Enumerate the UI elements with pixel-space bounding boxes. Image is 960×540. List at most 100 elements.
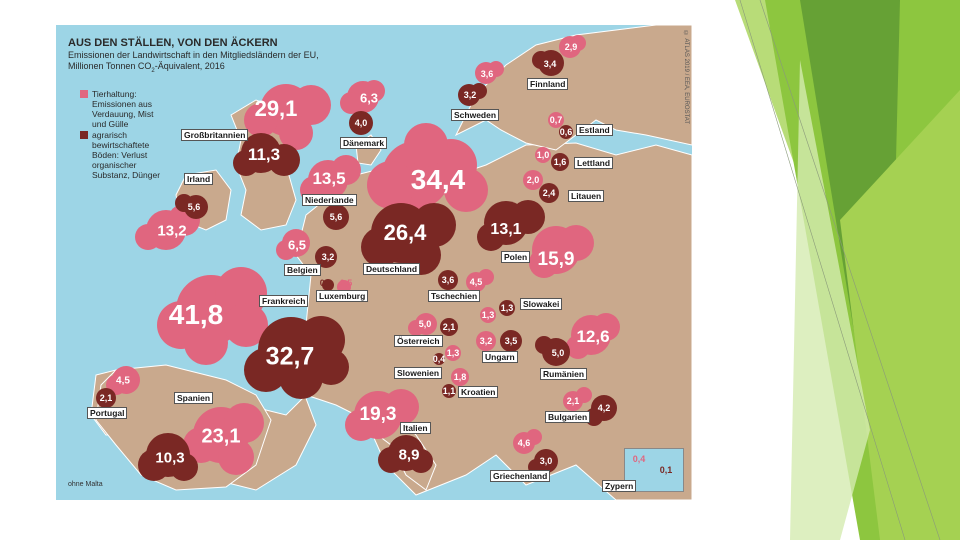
country-label-at: Österreich — [394, 335, 443, 347]
legend-label-soil: agrarisch bewirtschaftete Böden: Verlust… — [92, 130, 161, 180]
green-shape-pale — [790, 60, 870, 540]
value-livestock-gb: 29,1 — [254, 96, 298, 121]
legend-item-livestock: Tierhaltung: Emissionen aus Verdauung, M… — [80, 89, 168, 129]
country-label-lu: Luxemburg — [316, 290, 369, 302]
bubble-group-se — [458, 61, 504, 106]
bubble-group-de — [361, 123, 488, 275]
country-label-fi: Finnland — [527, 78, 569, 90]
value-soil-de: 26,4 — [383, 220, 427, 245]
bubble-group-pt — [96, 366, 140, 408]
value-livestock-lu: 0,5 — [339, 278, 353, 288]
value-soil-lu: 0,2 — [319, 278, 333, 288]
value-livestock-de: 34,4 — [410, 164, 466, 195]
value-soil-be: 3,2 — [321, 252, 335, 262]
bubble-group-cz — [438, 269, 494, 292]
value-livestock-lv: 1,0 — [536, 150, 550, 160]
value-soil-si: 0,4 — [432, 354, 446, 364]
value-livestock-fi: 2,9 — [564, 42, 578, 52]
subtitle-line-2: Millionen Tonnen CO — [68, 61, 152, 71]
value-soil-sk: 1,3 — [500, 303, 514, 313]
bubble-group-gb — [233, 84, 331, 176]
value-soil-cy: 0,1 — [659, 465, 673, 475]
country-label-cz: Tschechien — [428, 290, 481, 302]
country-label-gr: Griechenland — [490, 470, 551, 482]
bubble-group-it — [345, 389, 433, 473]
value-soil-fi: 3,4 — [543, 59, 557, 69]
value-soil-hu: 3,5 — [504, 336, 518, 346]
bubble-group-at — [408, 313, 458, 336]
bubble-group-ro — [535, 313, 620, 366]
value-livestock-hr: 1,8 — [453, 372, 467, 382]
value-livestock-pt: 4,5 — [116, 375, 130, 387]
value-livestock-cy: 0,4 — [632, 454, 646, 464]
bubble-group-lv — [535, 147, 569, 171]
value-livestock-at: 5,0 — [418, 319, 432, 329]
subtitle-line-1: Emissionen der Landwirtschaft in den Mit… — [68, 50, 319, 60]
country-label-gb: Großbritannien — [181, 129, 249, 141]
value-soil-at: 2,1 — [442, 322, 456, 332]
value-soil-pl: 13,1 — [490, 221, 522, 238]
value-livestock-ie: 13,2 — [157, 222, 187, 240]
value-soil-bg: 4,2 — [597, 403, 611, 413]
deco-line-2 — [759, 0, 941, 540]
subtitle-line-2-rest: -Äquivalent, 2016 — [154, 61, 225, 71]
value-soil-lv: 1,6 — [553, 157, 567, 167]
bubble-group-ie — [135, 194, 208, 250]
map-legend: Tierhaltung: Emissionen aus Verdauung, M… — [80, 89, 168, 181]
deco-line-1 — [739, 0, 906, 540]
country-label-es: Spanien — [174, 392, 214, 404]
bubble-group-hu — [476, 330, 522, 352]
country-label-nl: Niederlande — [302, 194, 357, 206]
country-label-be: Belgien — [284, 264, 321, 276]
country-label-lv: Lettland — [574, 157, 614, 169]
map-subtitle: Emissionen der Landwirtschaft in den Mit… — [68, 50, 338, 77]
bubble-group-nl — [300, 155, 361, 230]
country-label-it: Italien — [400, 422, 431, 434]
value-livestock-lt: 2,0 — [526, 175, 540, 185]
value-soil-ee: 0,6 — [559, 127, 573, 137]
value-soil-lt: 2,4 — [542, 188, 556, 198]
value-soil-se: 3,2 — [463, 90, 477, 100]
map-title: AUS DEN STÄLLEN, VON DEN ÄCKERN — [68, 37, 278, 49]
country-label-de: Deutschland — [363, 263, 421, 275]
country-label-lt: Litauen — [568, 190, 605, 202]
value-livestock-ro: 12,6 — [576, 327, 610, 346]
country-label-ie: Irland — [184, 173, 214, 185]
value-livestock-ee: 0,7 — [549, 115, 563, 125]
country-label-hu: Ungarn — [482, 351, 518, 363]
legend-swatch-soil — [80, 131, 88, 139]
country-label-hr: Kroatien — [458, 386, 499, 398]
map-graphic — [90, 25, 692, 500]
value-soil-nl: 5,6 — [329, 212, 343, 222]
value-soil-it: 8,9 — [398, 446, 420, 464]
value-soil-pt: 2,1 — [99, 393, 113, 403]
value-soil-es: 10,3 — [155, 449, 185, 467]
bubble-group-sk — [480, 300, 515, 323]
map-credit: © ATLAS 2019 / EEA, EUROSTAT — [683, 31, 689, 125]
value-livestock-si: 1,3 — [446, 348, 460, 358]
value-livestock-se: 3,6 — [480, 69, 494, 79]
value-livestock-bg: 2,1 — [566, 396, 580, 406]
value-livestock-hu: 3,2 — [479, 336, 493, 346]
legend-label-livestock: Tierhaltung: Emissionen aus Verdauung, M… — [92, 89, 154, 129]
country-label-ee: Estland — [576, 124, 613, 136]
eu-emissions-map: AUS DEN STÄLLEN, VON DEN ÄCKERN Emission… — [56, 25, 692, 500]
value-soil-gr: 3,0 — [539, 456, 553, 466]
country-label-sk: Slowakei — [520, 298, 563, 310]
value-soil-gb: 11,3 — [247, 145, 281, 164]
bubble-group-fi — [532, 35, 586, 76]
map-source-note: ohne Malta — [68, 481, 103, 488]
country-label-cy: Zypern — [602, 480, 637, 492]
bubble-group-be — [276, 229, 337, 268]
country-label-pl: Polen — [501, 251, 531, 263]
country-label-si: Slowenien — [394, 367, 443, 379]
bubble-group-lt — [523, 170, 559, 203]
value-soil-dk: 4,0 — [354, 118, 368, 128]
country-label-bg: Bulgarien — [545, 411, 591, 423]
value-livestock-nl: 13,5 — [312, 169, 346, 188]
subtitle-subscript: 2 — [151, 67, 155, 74]
value-soil-hr: 1,1 — [442, 386, 456, 396]
value-livestock-sk: 1,3 — [481, 310, 495, 320]
value-livestock-dk: 6,3 — [359, 90, 379, 106]
